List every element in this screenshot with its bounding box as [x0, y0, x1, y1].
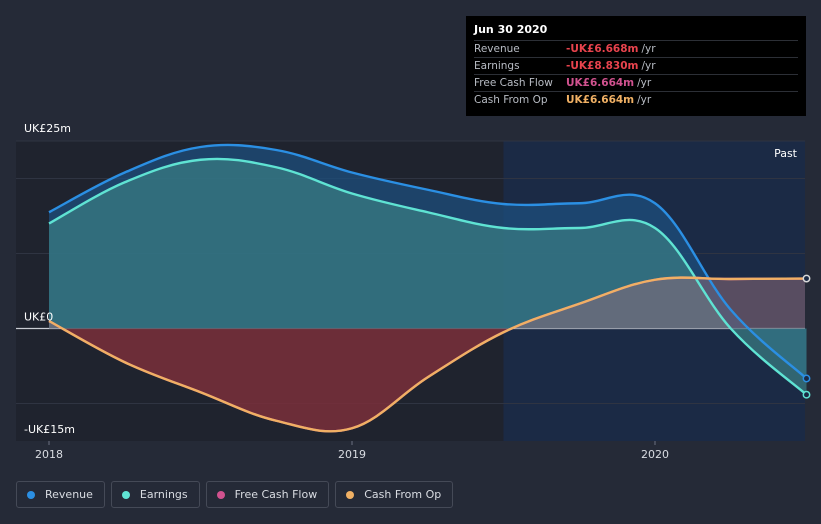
legend-dot-icon	[346, 490, 355, 499]
earnings-area	[49, 158, 807, 395]
revenue-line	[48, 143, 808, 380]
tooltip-label: Free Cash Flow	[474, 77, 553, 89]
tooltip-value: -UK£6.668m	[566, 43, 639, 55]
tooltip-date: Jun 30 2020	[474, 23, 548, 36]
y-tick-label: UK£25m	[24, 122, 71, 135]
x-tick-label: 2019	[338, 448, 366, 461]
tooltip-value: UK£6.664m	[566, 77, 635, 89]
legend: Revenue Earnings Free Cash Flow Cash Fro…	[16, 481, 454, 508]
legend-dot-icon	[121, 490, 130, 499]
tooltip-unit: /yr	[641, 60, 656, 72]
tooltip: Jun 30 2020 Revenue -UK£6.668m /yr Earni…	[466, 16, 806, 116]
tooltip-row-earnings: Earnings -UK£8.830m /yr	[474, 57, 798, 74]
y-tick-label: -UK£15m	[24, 423, 75, 436]
legend-dot-icon	[216, 490, 225, 499]
tooltip-value: -UK£8.830m	[566, 60, 639, 72]
legend-item-free-cash-flow[interactable]: Free Cash Flow	[205, 481, 330, 508]
legend-label: Free Cash Flow	[234, 488, 318, 501]
tooltip-unit: /yr	[637, 94, 652, 106]
legend-item-cash-from-op[interactable]: Cash From Op	[335, 481, 454, 508]
cash-from-op-negative-area	[49, 328, 805, 432]
tooltip-unit: /yr	[641, 43, 656, 55]
legend-dot-icon	[27, 490, 35, 499]
legend-label: Revenue	[45, 488, 93, 501]
tooltip-row-cash-from-op: Cash From Op UK£6.664m /yr	[474, 91, 798, 108]
cash-from-op-end-point	[802, 274, 811, 283]
tooltip-unit: /yr	[637, 77, 652, 89]
tooltip-row-revenue: Revenue -UK£6.668m /yr	[474, 40, 798, 57]
past-label: Past	[774, 147, 798, 160]
legend-item-earnings[interactable]: Earnings	[110, 481, 200, 508]
tooltip-row-free-cash-flow: Free Cash Flow UK£6.664m /yr	[474, 74, 798, 91]
x-tick-label: 2020	[641, 448, 669, 461]
legend-label: Earnings	[139, 488, 188, 501]
legend-label: Cash From Op	[364, 488, 442, 501]
earnings-end-point	[802, 390, 811, 399]
tooltip-value: UK£6.664m	[566, 94, 635, 106]
tooltip-label: Cash From Op	[474, 94, 548, 106]
y-tick-label: UK£0	[24, 311, 53, 324]
tooltip-label: Revenue	[474, 43, 520, 55]
x-tick-label: 2018	[35, 448, 63, 461]
tooltip-label: Earnings	[474, 60, 520, 72]
cash-from-op-line	[48, 276, 807, 433]
revenue-end-point	[802, 374, 811, 383]
legend-item-revenue[interactable]: Revenue	[16, 481, 105, 508]
